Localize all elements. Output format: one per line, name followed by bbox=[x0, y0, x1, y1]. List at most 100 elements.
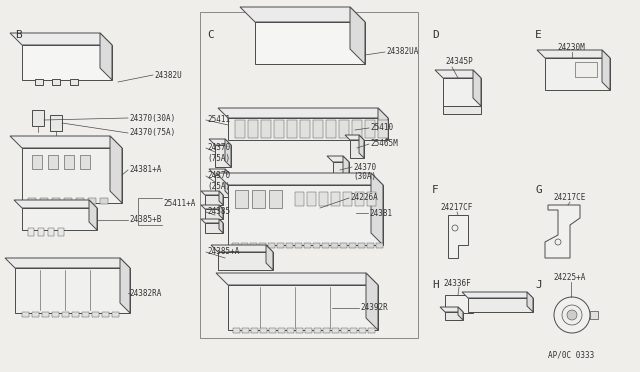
Polygon shape bbox=[205, 223, 223, 233]
Polygon shape bbox=[448, 215, 468, 258]
Bar bbox=[259, 243, 266, 248]
Bar bbox=[340, 243, 347, 248]
Polygon shape bbox=[545, 58, 610, 90]
Polygon shape bbox=[205, 209, 223, 219]
Polygon shape bbox=[333, 162, 349, 184]
Bar bbox=[82, 312, 89, 317]
Bar bbox=[314, 328, 321, 333]
Polygon shape bbox=[359, 135, 364, 158]
Bar bbox=[355, 192, 364, 206]
Bar bbox=[331, 243, 338, 248]
Bar bbox=[307, 192, 316, 206]
Polygon shape bbox=[327, 156, 349, 162]
Bar bbox=[269, 190, 282, 208]
Bar bbox=[286, 243, 293, 248]
Bar bbox=[269, 328, 276, 333]
Bar bbox=[590, 311, 598, 319]
Bar bbox=[251, 328, 258, 333]
Polygon shape bbox=[343, 156, 349, 184]
Bar bbox=[102, 312, 109, 317]
Bar bbox=[261, 120, 271, 138]
Bar bbox=[365, 120, 375, 138]
Bar bbox=[331, 192, 340, 206]
Bar bbox=[52, 79, 60, 85]
Bar bbox=[295, 243, 302, 248]
Bar bbox=[80, 155, 90, 169]
Polygon shape bbox=[14, 200, 97, 208]
Bar bbox=[32, 155, 42, 169]
Polygon shape bbox=[215, 175, 231, 197]
Polygon shape bbox=[211, 245, 273, 252]
Text: 25465M: 25465M bbox=[370, 140, 397, 148]
Text: 24385+B: 24385+B bbox=[129, 215, 161, 224]
Text: 24370(75A): 24370(75A) bbox=[129, 128, 175, 138]
Polygon shape bbox=[201, 191, 223, 195]
Circle shape bbox=[554, 297, 590, 333]
Bar bbox=[233, 328, 240, 333]
Bar bbox=[313, 120, 323, 138]
Bar bbox=[443, 106, 481, 114]
Polygon shape bbox=[462, 292, 533, 298]
Bar bbox=[64, 198, 72, 204]
Polygon shape bbox=[435, 70, 481, 78]
Bar bbox=[52, 312, 59, 317]
Bar bbox=[268, 243, 275, 248]
Bar bbox=[100, 198, 108, 204]
Text: 24382RA: 24382RA bbox=[129, 289, 161, 298]
Bar bbox=[319, 192, 328, 206]
Text: D: D bbox=[432, 30, 439, 40]
Bar bbox=[295, 192, 304, 206]
Text: 25411: 25411 bbox=[207, 115, 230, 125]
Bar bbox=[296, 328, 303, 333]
Text: 25410: 25410 bbox=[370, 124, 393, 132]
Polygon shape bbox=[209, 169, 231, 175]
Bar bbox=[235, 190, 248, 208]
Polygon shape bbox=[371, 173, 383, 245]
Bar bbox=[242, 328, 249, 333]
Text: 24382U: 24382U bbox=[154, 71, 182, 80]
Text: 24336F: 24336F bbox=[443, 279, 471, 288]
Bar bbox=[32, 110, 44, 126]
Polygon shape bbox=[345, 135, 364, 140]
Bar bbox=[278, 328, 285, 333]
Polygon shape bbox=[350, 7, 365, 64]
Polygon shape bbox=[219, 191, 223, 205]
Polygon shape bbox=[10, 33, 112, 45]
Polygon shape bbox=[228, 285, 378, 330]
Bar bbox=[200, 12, 418, 338]
Text: 24370: 24370 bbox=[207, 171, 230, 180]
Text: 24217CE: 24217CE bbox=[553, 193, 586, 202]
Bar bbox=[52, 198, 60, 204]
Bar bbox=[349, 243, 356, 248]
Polygon shape bbox=[215, 145, 231, 167]
Bar bbox=[359, 328, 366, 333]
Polygon shape bbox=[240, 7, 365, 22]
Polygon shape bbox=[228, 118, 388, 140]
Polygon shape bbox=[205, 195, 223, 205]
Polygon shape bbox=[350, 140, 364, 158]
Bar bbox=[76, 198, 84, 204]
Bar bbox=[260, 328, 267, 333]
Bar bbox=[48, 228, 54, 236]
Polygon shape bbox=[22, 148, 122, 203]
Bar bbox=[88, 198, 96, 204]
Polygon shape bbox=[225, 169, 231, 197]
Text: (25A): (25A) bbox=[207, 182, 230, 190]
Bar bbox=[241, 243, 248, 248]
Polygon shape bbox=[216, 273, 378, 285]
Polygon shape bbox=[22, 45, 112, 80]
Polygon shape bbox=[120, 258, 130, 313]
Text: 24385+A: 24385+A bbox=[207, 247, 239, 257]
Text: 24392R: 24392R bbox=[360, 304, 388, 312]
Bar bbox=[376, 243, 383, 248]
Bar bbox=[248, 120, 258, 138]
Bar bbox=[28, 228, 34, 236]
Bar bbox=[232, 243, 239, 248]
Bar bbox=[322, 243, 329, 248]
Polygon shape bbox=[537, 50, 610, 58]
Bar bbox=[305, 328, 312, 333]
Polygon shape bbox=[10, 136, 122, 148]
Polygon shape bbox=[201, 205, 223, 209]
Bar bbox=[22, 312, 29, 317]
Bar bbox=[58, 228, 64, 236]
